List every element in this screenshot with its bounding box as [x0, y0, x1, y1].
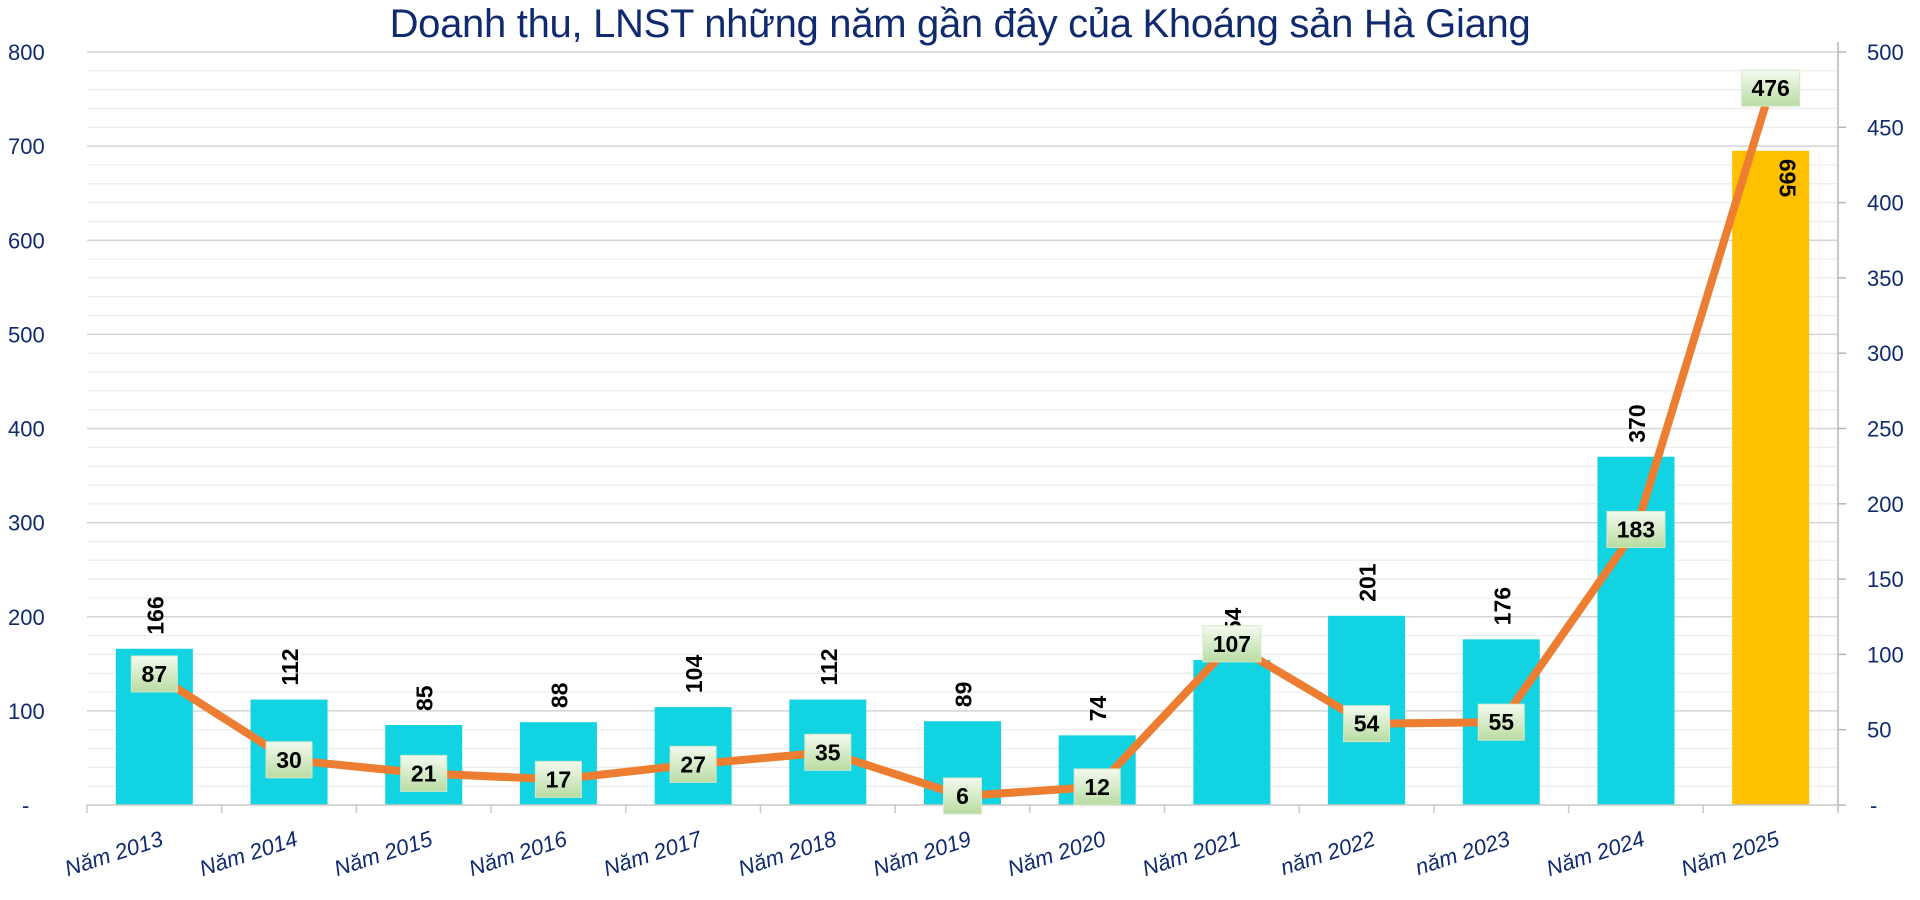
profit-label-box	[669, 745, 717, 783]
revenue-value-label: 112	[816, 648, 842, 685]
profit-label-box	[400, 754, 448, 792]
right-axis-tick-label: 250	[1867, 417, 1904, 442]
x-axis-category-label: Năm 2013	[62, 826, 167, 881]
revenue-value-label: 695	[1775, 159, 1801, 198]
revenue-data-labels: 16611285881041128974154201176370695	[142, 159, 1800, 722]
revenue-bar	[1597, 456, 1675, 805]
left-axis-tick-label: 800	[8, 40, 45, 65]
left-axis-tick-label: 700	[8, 134, 45, 159]
profit-label-box	[130, 655, 178, 693]
profit-value-label: 107	[1213, 631, 1251, 657]
x-axis-category-label: Năm 2015	[331, 826, 436, 881]
right-axis-tick-label: 500	[1867, 40, 1904, 65]
revenue-value-label: 85	[412, 685, 438, 711]
profit-value-label: 183	[1617, 516, 1655, 542]
x-axis-category-label: Năm 2018	[735, 826, 840, 881]
profit-label-box	[1477, 703, 1525, 741]
right-axis-tick-label: 50	[1867, 718, 1891, 743]
profit-data-labels: 87 30 21 17 27 35 6 12 107 54 55 183 476	[130, 69, 1801, 815]
right-axis-tick-label: 200	[1867, 492, 1904, 517]
left-axis-tick-label: 600	[8, 228, 45, 253]
profit-label-box	[1073, 768, 1121, 806]
profit-value-label: 12	[1084, 774, 1110, 800]
x-axis-category-label: Năm 2024	[1543, 826, 1647, 881]
right-axis-tick-label: 450	[1867, 115, 1904, 140]
profit-label-box	[1741, 69, 1801, 107]
x-axis-category-label: Năm 2020	[1004, 826, 1109, 881]
revenue-value-label: 89	[951, 682, 977, 708]
x-axis: Năm 2013 Năm 2014 Năm 2015 Năm 2016 Năm 2017…	[62, 804, 1839, 881]
profit-label-box	[1606, 510, 1666, 548]
left-axis-tick-label: -	[22, 793, 29, 818]
revenue-value-label: 88	[546, 682, 572, 708]
profit-value-label: 87	[142, 661, 168, 687]
profit-label-box	[265, 741, 313, 779]
right-axis-tick-label: 150	[1867, 567, 1904, 592]
x-axis-category-label: Năm 2019	[870, 826, 974, 881]
right-axis-tick-label: 100	[1867, 642, 1904, 667]
left-y-axis: - 100 200 300 400 500 600 700 800	[8, 40, 45, 818]
gridlines	[87, 51, 1838, 787]
revenue-value-label: 370	[1624, 404, 1650, 442]
profit-value-label: 54	[1354, 711, 1380, 737]
chart-title: Doanh thu, LNST những năm gần đây của Kh…	[389, 2, 1531, 46]
revenue-value-label: 112	[277, 648, 303, 685]
profit-value-label: 6	[956, 783, 969, 809]
x-axis-category-label: Năm 2016	[466, 826, 571, 881]
revenue-bar	[1732, 150, 1810, 806]
x-axis-category-label: năm 2022	[1277, 826, 1378, 880]
profit-value-label: 27	[680, 751, 706, 777]
left-axis-tick-label: 200	[8, 605, 45, 630]
left-axis-tick-label: 100	[8, 699, 45, 724]
x-axis-category-label: Năm 2025	[1678, 826, 1783, 881]
profit-label-box	[1202, 625, 1262, 663]
profit-value-label: 476	[1751, 75, 1789, 101]
right-y-axis: - 50 100 150 200 250 300 350 400 450 500	[1837, 40, 1904, 818]
left-axis-tick-label: 400	[8, 417, 45, 442]
profit-label-box	[534, 760, 582, 798]
profit-value-label: 30	[276, 747, 302, 773]
x-axis-category-label: năm 2023	[1412, 826, 1514, 880]
profit-label-box	[1343, 705, 1391, 743]
profit-value-label: 55	[1488, 709, 1514, 735]
profit-value-label: 21	[411, 760, 437, 786]
revenue-value-label: 104	[681, 655, 707, 694]
x-axis-category-label: Năm 2021	[1139, 826, 1243, 881]
revenue-bar	[1193, 660, 1271, 805]
left-axis-tick-label: 500	[8, 322, 45, 347]
right-axis-tick-label: -	[1870, 793, 1877, 818]
right-axis-tick-label: 300	[1867, 341, 1904, 366]
profit-label-box	[804, 733, 852, 771]
revenue-value-label: 201	[1355, 563, 1381, 602]
right-axis-tick-label: 400	[1867, 191, 1904, 216]
x-axis-category-label: Năm 2014	[196, 826, 300, 881]
profit-value-label: 35	[815, 739, 841, 765]
profit-value-label: 17	[546, 766, 572, 792]
right-axis-tick-label: 350	[1867, 266, 1904, 291]
revenue-value-label: 176	[1489, 587, 1515, 625]
revenue-value-label: 74	[1085, 696, 1111, 722]
revenue-value-label: 166	[142, 596, 168, 634]
left-axis-tick-label: 300	[8, 511, 45, 536]
profit-label-box	[943, 777, 982, 815]
x-axis-category-label: Năm 2017	[600, 826, 705, 881]
